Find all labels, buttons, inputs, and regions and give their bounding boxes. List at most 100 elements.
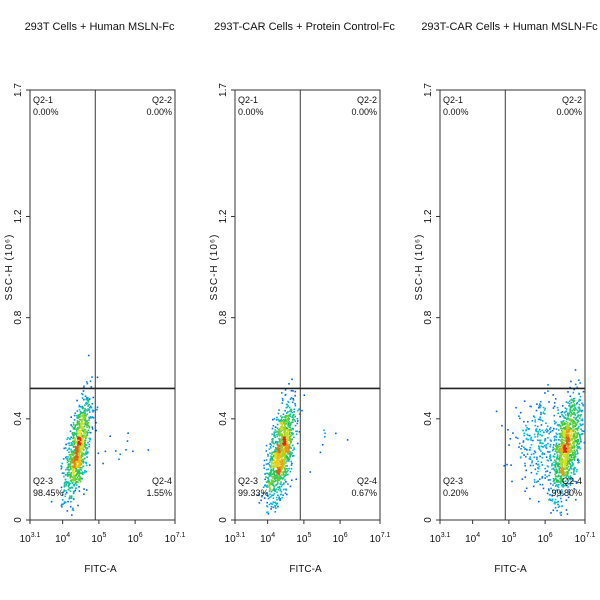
- event-dot: [71, 468, 74, 470]
- event-dot: [68, 448, 70, 450]
- event-dot: [563, 467, 565, 470]
- event-dot: [267, 462, 269, 465]
- event-dot: [573, 459, 576, 462]
- event-dot: [521, 478, 524, 480]
- event-dot: [270, 474, 272, 477]
- event-dot: [557, 448, 559, 451]
- event-dot: [67, 486, 70, 488]
- event-dot: [562, 474, 564, 476]
- event-dot: [523, 420, 525, 423]
- x-tick-label: 106: [538, 532, 553, 545]
- event-dot: [563, 448, 566, 450]
- event-dot: [280, 430, 282, 433]
- event-dot: [289, 424, 292, 426]
- event-dot: [539, 478, 541, 480]
- event-dot: [82, 428, 85, 431]
- event-dot: [63, 481, 66, 484]
- event-dot: [557, 464, 560, 466]
- event-dot: [560, 482, 562, 485]
- event-dot: [69, 473, 71, 476]
- event-dot: [79, 431, 82, 434]
- event-dot: [541, 483, 544, 486]
- x-tick-exponent: 6: [344, 532, 348, 539]
- event-dot: [84, 410, 87, 412]
- event-dot: [88, 437, 91, 440]
- event-dot: [74, 456, 76, 459]
- event-dot: [567, 443, 570, 446]
- event-dot: [279, 448, 281, 450]
- event-dot: [559, 436, 562, 438]
- event-dot: [287, 421, 290, 424]
- event-dot: [572, 401, 575, 403]
- event-dot: [565, 452, 567, 454]
- event-dot: [571, 451, 574, 453]
- event-dot: [544, 440, 546, 442]
- event-dot: [280, 493, 283, 496]
- event-dot: [534, 424, 537, 427]
- event-dot: [81, 435, 83, 438]
- event-dot: [290, 460, 293, 463]
- event-dot: [290, 464, 293, 466]
- event-dot: [281, 435, 284, 438]
- event-dot: [274, 426, 277, 428]
- event-dot: [82, 445, 84, 447]
- event-dot: [275, 471, 277, 474]
- event-dot: [291, 462, 293, 465]
- event-dot: [84, 457, 86, 460]
- event-dot: [546, 459, 549, 461]
- event-dot: [79, 455, 81, 457]
- event-dot: [81, 405, 84, 408]
- event-dot: [279, 451, 281, 454]
- event-dot: [68, 469, 71, 471]
- event-dot: [288, 406, 291, 409]
- event-dot: [561, 473, 564, 475]
- event-dot: [506, 463, 508, 466]
- event-dot: [67, 469, 70, 471]
- event-dot: [574, 434, 576, 436]
- event-dot: [276, 418, 279, 421]
- event-dot: [553, 427, 555, 430]
- event-dot: [290, 429, 293, 432]
- event-dot: [83, 435, 86, 437]
- event-dot: [280, 419, 282, 421]
- event-dot: [576, 433, 579, 436]
- y-tick-label: 0.4: [13, 411, 24, 425]
- event-dot: [283, 466, 286, 469]
- event-dot: [287, 405, 290, 407]
- quadrant-name: Q2-1: [33, 95, 53, 105]
- event-dot: [286, 460, 288, 462]
- event-dot: [88, 416, 90, 419]
- event-dot: [81, 423, 83, 426]
- event-dot: [534, 436, 536, 438]
- event-dot: [72, 490, 75, 493]
- y-tick-label: 0.8: [218, 310, 229, 324]
- event-dot: [548, 489, 550, 492]
- event-dot: [273, 417, 276, 420]
- event-dot: [580, 433, 583, 436]
- event-dot: [90, 406, 93, 409]
- event-dot: [67, 473, 69, 476]
- event-dot: [522, 440, 525, 442]
- event-dot: [572, 440, 575, 443]
- event-dot: [79, 480, 82, 483]
- event-dot: [563, 446, 565, 449]
- event-dot: [267, 511, 269, 513]
- event-dot: [264, 478, 266, 481]
- event-dot: [280, 460, 282, 463]
- event-dot: [68, 457, 71, 460]
- event-dot: [561, 505, 563, 507]
- event-dot: [575, 481, 578, 484]
- event-dot: [290, 479, 293, 481]
- event-dot: [271, 440, 273, 443]
- event-dot: [275, 470, 277, 472]
- event-dot: [541, 464, 544, 466]
- event-dot: [555, 439, 558, 441]
- event-dot: [78, 459, 80, 462]
- event-dot: [287, 448, 289, 450]
- event-dot: [285, 415, 288, 417]
- event-dot: [542, 412, 545, 415]
- event-dot: [72, 436, 75, 439]
- event-dot: [570, 427, 573, 430]
- event-dot: [127, 432, 129, 434]
- event-dot: [273, 435, 275, 437]
